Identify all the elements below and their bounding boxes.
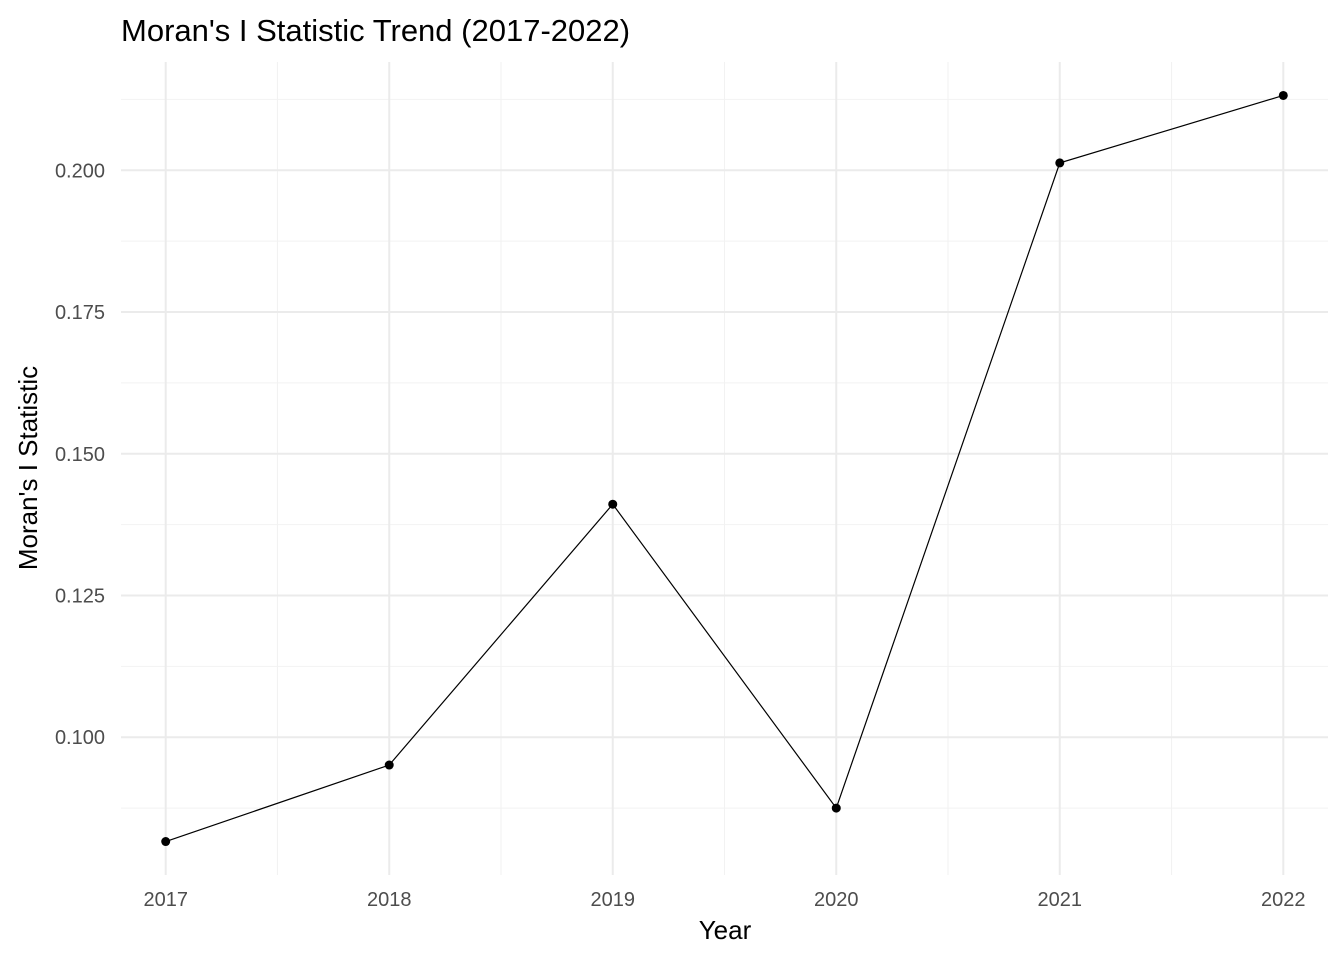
y-tick-label: 0.150: [55, 444, 105, 466]
points: [161, 90, 1288, 847]
y-tick-label: 0.200: [55, 160, 105, 182]
y-tick-label: 0.125: [55, 585, 105, 607]
x-tick-label: 2019: [590, 889, 635, 911]
x-tick-label: 2018: [367, 889, 412, 911]
x-axis-title: Year: [699, 915, 752, 945]
y-tick-label: 0.175: [55, 302, 105, 324]
x-axis-ticks: 2017 2018 2019 2020 2021 2022: [143, 889, 1305, 911]
data-point: [384, 760, 394, 770]
series-line: [165, 94, 1284, 843]
y-axis-ticks: 0.100 0.125 0.150 0.175 0.200: [55, 160, 105, 749]
y-tick-label: 0.100: [55, 727, 105, 749]
data-point: [161, 837, 171, 847]
x-tick-label: 2020: [814, 889, 859, 911]
data-point: [608, 499, 618, 509]
x-tick-label: 2017: [143, 889, 188, 911]
series: [165, 94, 1284, 843]
data-point: [831, 803, 841, 813]
data-point: [1278, 90, 1288, 100]
x-tick-label: 2022: [1261, 889, 1306, 911]
grid: [121, 62, 1328, 875]
data-point: [1055, 158, 1065, 168]
chart-title: Moran's I Statistic Trend (2017-2022): [121, 13, 630, 48]
y-axis-title: Moran's I Statistic: [13, 366, 43, 570]
x-tick-label: 2021: [1038, 889, 1083, 911]
